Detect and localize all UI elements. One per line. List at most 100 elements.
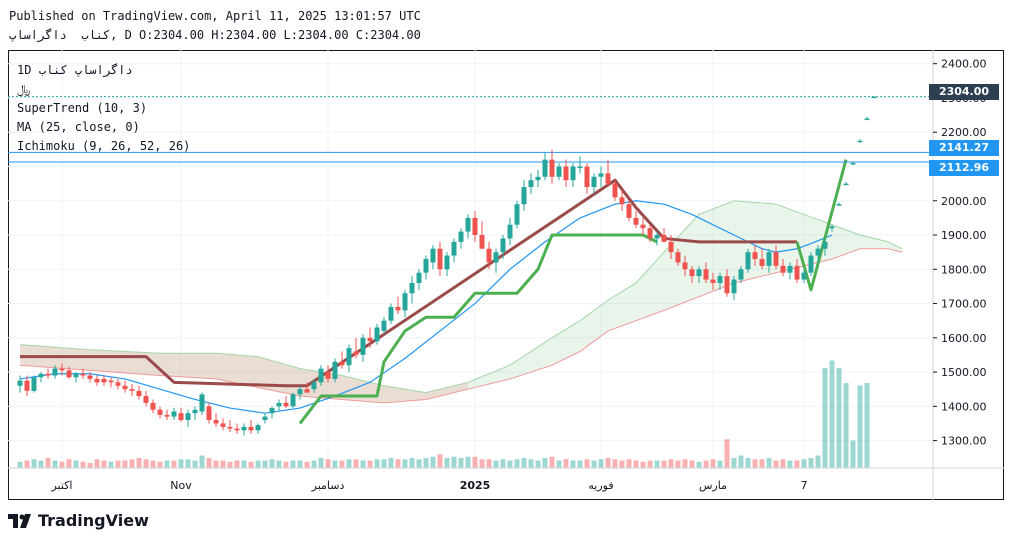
- volume-bar: [857, 385, 863, 468]
- candle-body: [472, 217, 478, 236]
- volume-bar: [661, 460, 667, 468]
- volume-bar: [472, 456, 478, 468]
- chart-area[interactable]: 1300.00 1400.00 1500.00 1600.00 1700.00 1800.…: [8, 50, 1004, 500]
- volume-bar: [59, 461, 65, 468]
- volume-bar: [724, 439, 730, 468]
- candle-body: [444, 255, 450, 270]
- volume-bar: [220, 460, 226, 468]
- volume-bar: [801, 459, 807, 468]
- candle-body: [794, 265, 800, 280]
- candle-body: [304, 389, 310, 393]
- candle-body: [647, 228, 653, 239]
- candle-body: [696, 269, 702, 277]
- candle-body: [822, 241, 828, 249]
- candle-body: [451, 241, 457, 256]
- volume-bar: [864, 383, 870, 468]
- candle-body: [108, 380, 114, 383]
- candle-body: [815, 248, 821, 256]
- time-axis: اكتبر Nov دسامبر 2025 فوريه مارس 7: [8, 467, 1004, 492]
- candle-body: [206, 406, 212, 421]
- candle-body: [808, 255, 814, 273]
- price-tick-label: 2400.00: [941, 58, 987, 71]
- volume-bar: [234, 460, 240, 468]
- volume-bar: [108, 461, 114, 468]
- supertrend-down-line: [20, 178, 797, 388]
- volume-bar: [227, 461, 233, 468]
- candle-body: [129, 389, 135, 391]
- candle-body: [248, 426, 254, 431]
- candle-body: [66, 370, 72, 378]
- candle-body: [192, 409, 198, 414]
- candle-body: [59, 368, 65, 371]
- tradingview-logo[interactable]: TradingView: [8, 511, 149, 530]
- price-tick-label: 1900.00: [941, 229, 987, 242]
- candle-body: [570, 166, 576, 181]
- time-tick-label: اكتبر: [50, 479, 72, 492]
- volume-bar: [570, 460, 576, 468]
- candle-body: [234, 428, 240, 431]
- candle-body: [486, 248, 492, 263]
- candle-body: [164, 414, 170, 417]
- volume-bar: [150, 460, 156, 468]
- candle-body: [220, 423, 226, 427]
- volume-bar: [591, 460, 597, 468]
- candle-body: [367, 337, 373, 342]
- volume-bar: [773, 460, 779, 468]
- candle-body: [178, 413, 184, 421]
- candle-body: [73, 373, 79, 378]
- candle-body: [339, 361, 345, 366]
- volume-bar: [45, 458, 51, 468]
- volume-bar: [444, 458, 450, 468]
- volume-bar: [360, 460, 366, 468]
- volume-bar: [647, 460, 653, 468]
- legend-ichimoku[interactable]: Ichimoku (9, 26, 52, 26): [17, 139, 191, 153]
- volume-bar: [311, 460, 317, 468]
- cloud-fill: [20, 200, 902, 403]
- volume-bar: [346, 459, 352, 468]
- candle-body: [388, 306, 394, 321]
- volume-bar: [94, 459, 100, 468]
- legend-ma[interactable]: MA (25, close, 0): [17, 120, 140, 134]
- volume-bar: [24, 460, 30, 468]
- candle-body: [150, 402, 156, 410]
- candle-body: [703, 269, 709, 280]
- last-price-label: 2304.00: [929, 84, 999, 100]
- volume-bar: [185, 459, 191, 468]
- volume-bar: [745, 458, 751, 468]
- candle-body: [675, 252, 681, 263]
- candle-body: [101, 378, 107, 383]
- volume-bar: [563, 459, 569, 468]
- volume-bar: [325, 459, 331, 468]
- volume-bar: [269, 459, 275, 468]
- candle-body: [542, 159, 548, 177]
- volume-bar: [73, 460, 79, 468]
- volume-bar: [752, 459, 758, 468]
- candle-body: [801, 272, 807, 280]
- volume-bar: [157, 461, 163, 468]
- candle-body: [465, 217, 471, 232]
- candle-body: [626, 204, 632, 218]
- volume-bar: [850, 440, 856, 468]
- price-tick-label: 1600.00: [941, 332, 987, 345]
- volume-bar: [283, 461, 289, 468]
- candle-body: [556, 166, 562, 177]
- candle-body: [122, 385, 128, 390]
- candle-body: [843, 183, 849, 186]
- candle-body: [423, 259, 429, 273]
- volume-bar: [703, 460, 709, 468]
- brand-name: TradingView: [38, 511, 149, 530]
- volume-bar: [584, 459, 590, 468]
- legend-supertrend[interactable]: SuperTrend (10, 3): [17, 101, 148, 115]
- volume-bar: [738, 455, 744, 468]
- volume-bar: [619, 460, 625, 468]
- volume-bar: [717, 460, 723, 468]
- candle-body: [325, 372, 331, 379]
- volume-bar: [213, 460, 219, 468]
- volume-bar: [31, 459, 37, 468]
- volume-bar: [521, 458, 527, 468]
- volume-bar: [332, 460, 338, 468]
- candle-body: [514, 204, 520, 225]
- volume-bar: [101, 460, 107, 468]
- candle-body: [731, 279, 737, 294]
- candle-body: [535, 176, 541, 181]
